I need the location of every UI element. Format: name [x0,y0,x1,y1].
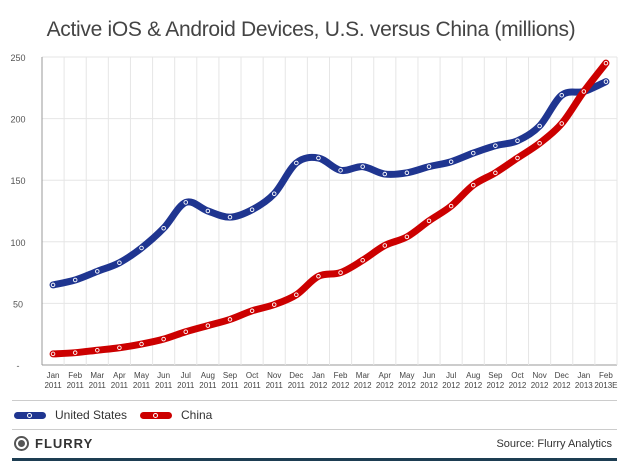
y-tick-label: 200 [10,115,25,125]
data-point-us [493,143,498,148]
data-point-china [183,329,188,334]
data-point-china [581,89,587,94]
x-tick-label: Sep 2012 [486,371,504,390]
data-point-us [382,171,388,177]
data-point-china [603,60,609,66]
data-point-us [515,138,520,144]
x-tick-label: Dec 2011 [288,371,306,390]
data-point-china [72,350,78,355]
data-point-us [161,225,166,231]
data-point-china [404,234,410,240]
divider [12,400,617,401]
data-point-us [139,245,144,251]
data-point-us [448,159,454,164]
legend-label-china: China [181,408,213,422]
y-tick-label: 250 [10,53,25,63]
data-point-china [161,336,166,342]
data-point-us [404,170,410,176]
x-tick-label: Feb 2013E [594,371,617,390]
x-tick-label: Aug 2012 [464,371,482,390]
x-tick-label: Nov 2011 [266,371,284,390]
data-point-china [95,347,100,353]
data-point-china [448,203,454,209]
data-point-china [471,182,476,188]
x-tick-label: Jan 2013 [575,371,593,390]
data-point-china [139,341,144,347]
data-point-us [537,123,542,129]
data-point-china [227,317,233,322]
legend-item-us: United States [14,408,127,422]
y-tick-label: 50 [13,299,23,309]
data-point-us [360,164,365,169]
data-point-us [205,208,211,214]
y-tick-label: - [17,361,20,371]
x-tick-label: Jun 2012 [420,371,438,390]
data-point-us [271,191,277,197]
x-tick-label: Apr 2011 [111,371,129,390]
source-note: Source: Flurry Analytics [496,438,612,450]
data-point-us [471,150,476,156]
legend-swatch-china [140,411,172,419]
y-tick-label: 100 [10,238,25,248]
data-point-us [183,200,188,205]
data-point-us [117,260,122,265]
data-point-china [493,170,498,176]
data-point-us [227,214,233,220]
x-tick-label: Jul 2012 [442,371,460,390]
x-tick-label: Jan 2012 [310,371,328,390]
chart-title: Active iOS & Android Devices, U.S. versu… [46,18,576,41]
data-point-china [537,140,542,146]
data-point-us [316,155,321,161]
data-point-us [426,164,432,169]
x-tick-label: Mar 2011 [89,371,107,390]
x-tick-label: Sep 2011 [221,371,239,390]
data-point-china [559,121,564,126]
x-tick-label: May 2011 [133,371,151,390]
data-point-china [316,274,321,279]
data-point-china [382,243,388,248]
footer-bar [12,458,617,461]
data-point-us [249,207,255,213]
data-point-us [603,79,609,84]
x-tick-label: Oct 2011 [243,371,261,390]
x-tick-label: Feb 2011 [67,371,85,390]
x-tick-label: Dec 2012 [553,371,571,390]
data-point-us [95,269,100,274]
data-point-china [117,345,122,351]
divider [12,429,617,430]
data-point-china [50,351,56,357]
data-point-china [426,218,432,224]
data-point-us [50,282,56,288]
x-tick-label: Feb 2012 [332,371,350,390]
flurry-logo-icon [14,436,29,451]
flurry-logo: FLURRY [14,436,93,451]
x-tick-label: Nov 2012 [531,371,549,390]
data-point-us [72,277,78,283]
data-point-china [205,323,211,328]
x-tick-label: May 2012 [398,371,416,390]
data-point-us [294,160,299,166]
x-tick-label: Mar 2012 [354,371,372,390]
data-point-china [360,258,365,263]
logo-text: FLURRY [35,436,94,451]
data-point-us [338,168,343,173]
data-point-china [338,270,343,275]
x-tick-label: Oct 2012 [509,371,527,390]
legend-item-china: China [140,408,212,422]
y-tick-label: 150 [10,176,25,186]
data-point-us [559,92,564,98]
legend-label-us: United States [55,408,128,422]
x-tick-label: Jan 2011 [44,371,62,390]
data-point-china [515,155,520,161]
data-point-china [271,302,277,307]
x-tick-label: Jul 2011 [177,371,195,390]
x-tick-label: Aug 2011 [199,371,217,390]
x-tick-label: Apr 2012 [376,371,394,390]
data-point-china [249,308,255,314]
legend-swatch-us [14,411,46,419]
x-tick-label: Jun 2011 [155,371,173,390]
data-point-china [294,292,299,298]
